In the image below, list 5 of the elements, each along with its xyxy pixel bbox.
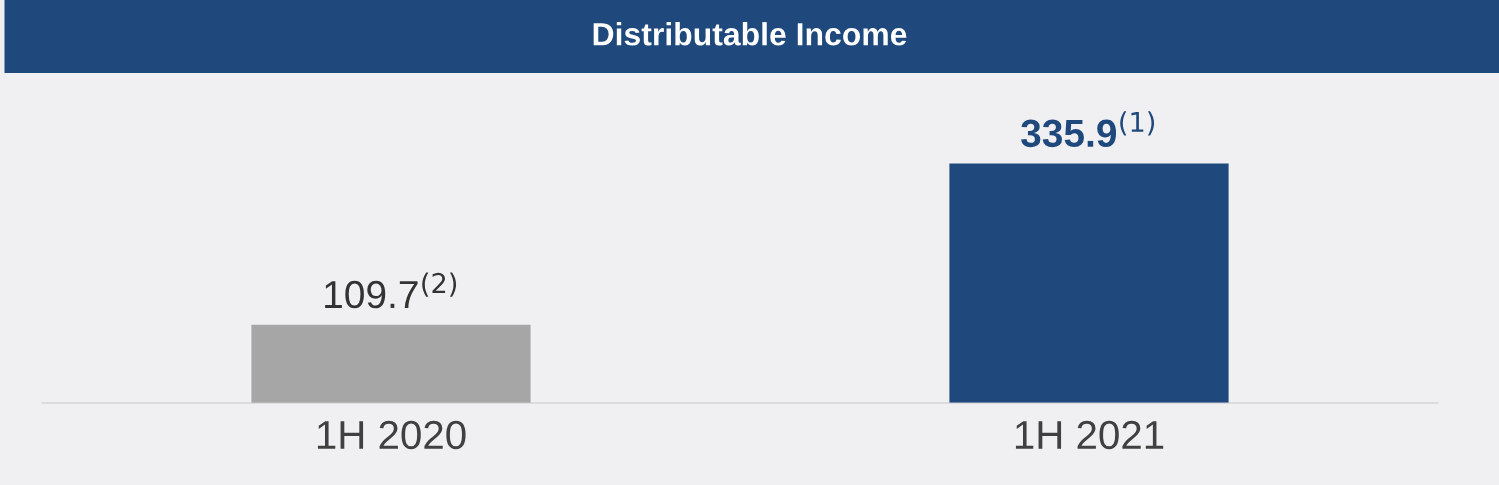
chart-title: Distributable Income [593,22,907,46]
data-label: 335.9$^{(1)}$ [1021,111,1155,148]
x-tick-label: 1H 2020 [317,420,466,450]
x-tick-label: 1H 2021 [1015,420,1164,450]
data-label: 109.7$^{(2)}$ [325,272,457,309]
